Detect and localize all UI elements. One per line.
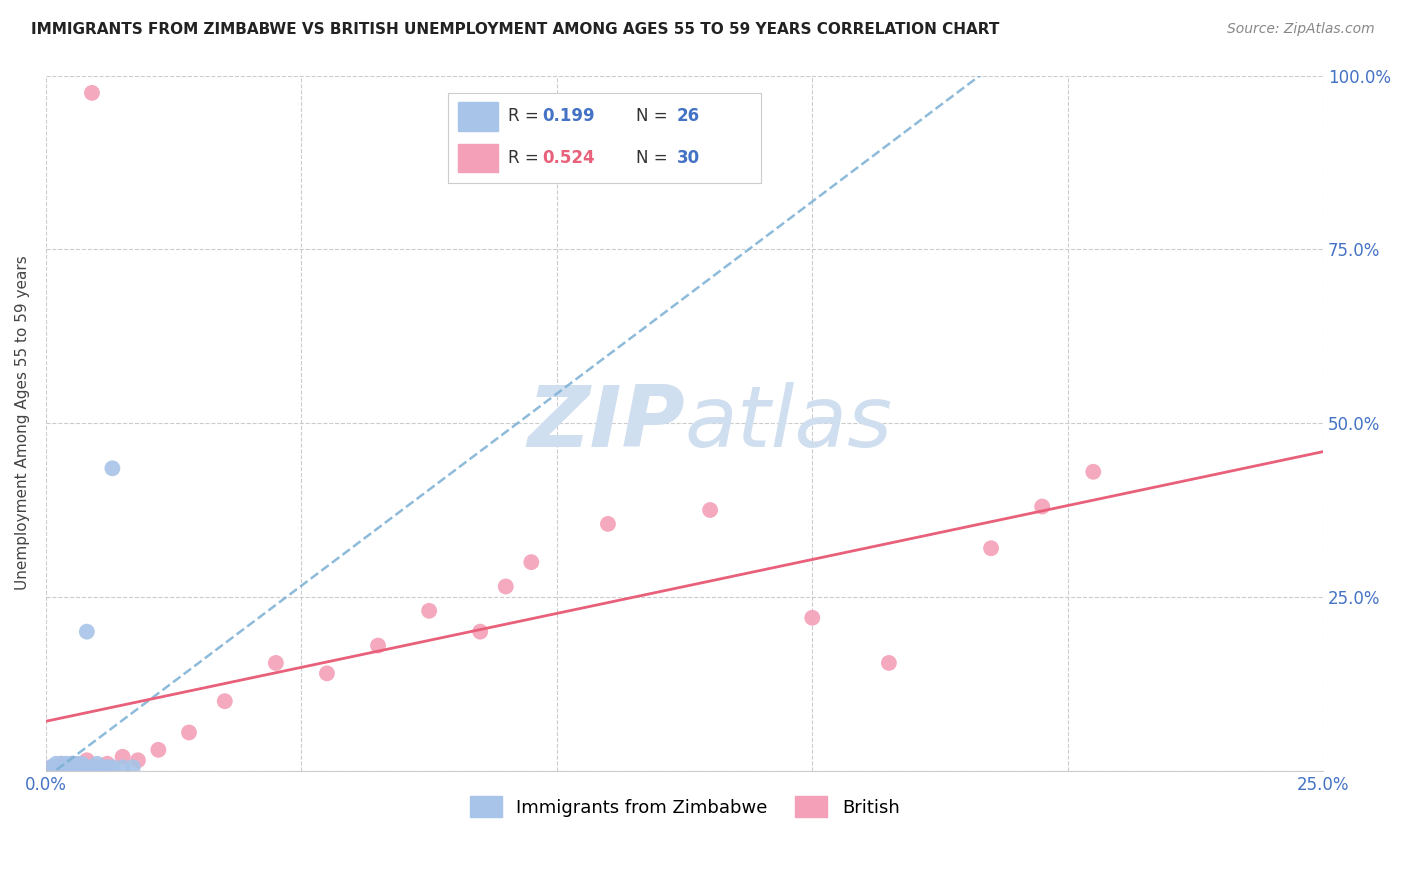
Point (60, 756, 83, 771)
Point (1031, 500, 1053, 514)
Point (51, 756, 73, 771)
Point (51, 756, 73, 771)
Point (111, 749, 134, 764)
Text: ZIP: ZIP (527, 382, 685, 465)
Point (877, 656, 900, 670)
Point (70, 756, 93, 771)
Point (76, 760, 98, 774)
Point (86, 760, 108, 774)
Point (96, 760, 118, 774)
Point (96, 756, 118, 771)
Point (65, 760, 87, 774)
Point (51, 760, 73, 774)
Point (45, 756, 67, 771)
Y-axis label: Unemployment Among Ages 55 to 59 years: Unemployment Among Ages 55 to 59 years (15, 256, 30, 591)
Point (91, 760, 114, 774)
Point (60, 764, 83, 778)
Point (596, 516, 619, 531)
Point (214, 694, 236, 708)
Point (80, 760, 103, 774)
Point (45, 760, 67, 774)
Point (101, 461, 124, 475)
Point (177, 725, 200, 739)
Point (148, 743, 170, 757)
Point (65, 756, 87, 771)
Legend: Immigrants from Zimbabwe, British: Immigrants from Zimbabwe, British (463, 789, 907, 824)
Point (76, 624, 98, 639)
Point (55, 760, 77, 774)
Text: atlas: atlas (685, 382, 893, 465)
Point (699, 503, 721, 517)
Point (801, 611, 824, 625)
Point (55, 760, 77, 774)
Point (1083, 465, 1105, 479)
Point (264, 656, 287, 670)
Point (121, 760, 143, 774)
Point (316, 666, 339, 681)
Point (980, 541, 1002, 556)
Point (80, 86, 103, 100)
Point (45, 760, 67, 774)
Point (60, 756, 83, 771)
Point (39, 760, 62, 774)
Point (111, 760, 134, 774)
Point (470, 624, 492, 639)
Point (70, 756, 93, 771)
Text: IMMIGRANTS FROM ZIMBABWE VS BRITISH UNEMPLOYMENT AMONG AGES 55 TO 59 YEARS CORRE: IMMIGRANTS FROM ZIMBABWE VS BRITISH UNEM… (31, 22, 1000, 37)
Point (418, 604, 440, 618)
Point (495, 579, 517, 593)
Point (60, 760, 83, 774)
Point (76, 753, 98, 767)
Point (39, 760, 62, 774)
Point (55, 756, 77, 771)
Point (86, 756, 108, 771)
Point (86, 760, 108, 774)
Point (65, 760, 87, 774)
Point (101, 760, 124, 774)
Point (127, 753, 149, 767)
Text: Source: ZipAtlas.com: Source: ZipAtlas.com (1227, 22, 1375, 37)
Point (367, 639, 389, 653)
Point (70, 760, 93, 774)
Point (51, 764, 73, 778)
Point (520, 555, 543, 569)
